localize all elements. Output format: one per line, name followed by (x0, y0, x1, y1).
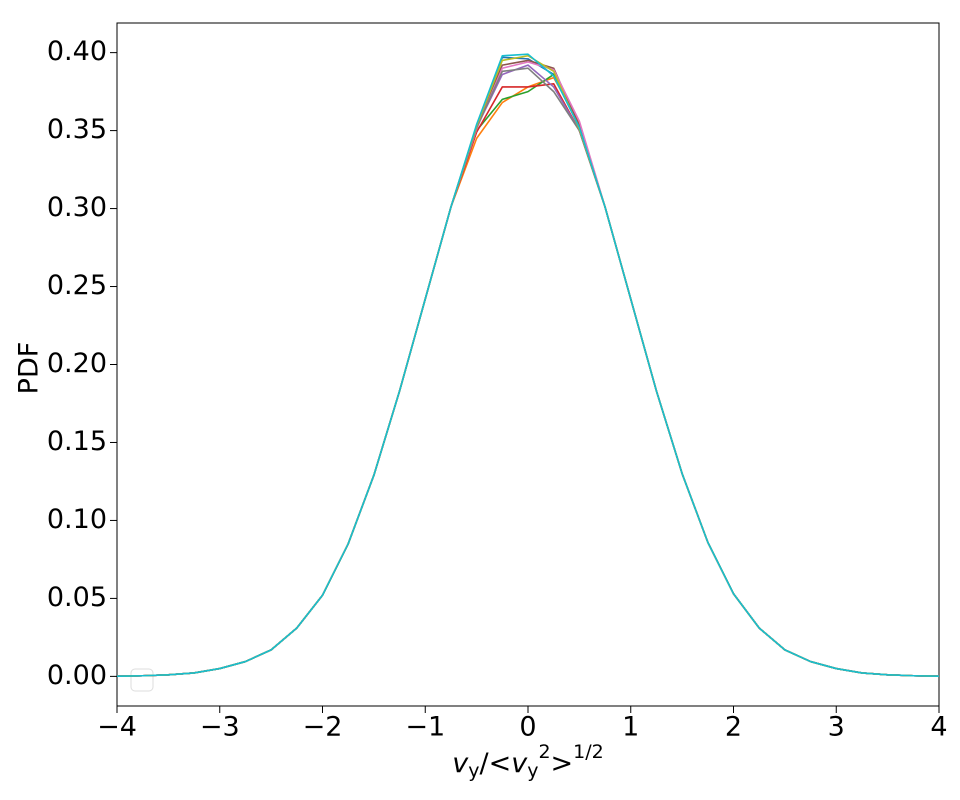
series-line (116, 53, 940, 678)
x-tick-label: 0 (519, 712, 536, 743)
series-line (116, 61, 940, 678)
legend-box (130, 668, 154, 692)
x-tick-label: −4 (97, 712, 137, 743)
x-tick-label: 3 (828, 712, 845, 743)
series-line (116, 64, 940, 678)
y-axis-label: PDF (14, 342, 45, 395)
series-line (116, 76, 940, 678)
x-axis-label: vy​/<vy​2​>1/2​ (452, 741, 604, 782)
series-line (116, 83, 940, 678)
y-tick-label: 0.10 (47, 504, 107, 535)
x-tick-label: 4 (930, 712, 947, 743)
series-line (116, 56, 940, 678)
y-tick-label: 0.20 (47, 348, 107, 379)
x-tick-label: −3 (200, 712, 240, 743)
y-tick-label: 0.35 (47, 114, 107, 145)
y-tick-label: 0.15 (47, 426, 107, 457)
y-tick-label: 0.40 (47, 36, 107, 67)
x-tick-label: 1 (622, 712, 639, 743)
y-tick-label: 0.30 (47, 192, 107, 223)
series-line (116, 73, 940, 678)
series-line (116, 59, 940, 678)
y-tick-label: 0.25 (47, 270, 107, 301)
x-tick-label: 2 (725, 712, 742, 743)
y-tick-label: 0.00 (47, 660, 107, 691)
x-tick-label: −2 (303, 712, 343, 743)
y-tick-label: 0.05 (47, 582, 107, 613)
series-line (116, 54, 940, 678)
series-line (116, 67, 940, 678)
plot-frame (116, 22, 940, 707)
x-tick-label: −1 (405, 712, 445, 743)
